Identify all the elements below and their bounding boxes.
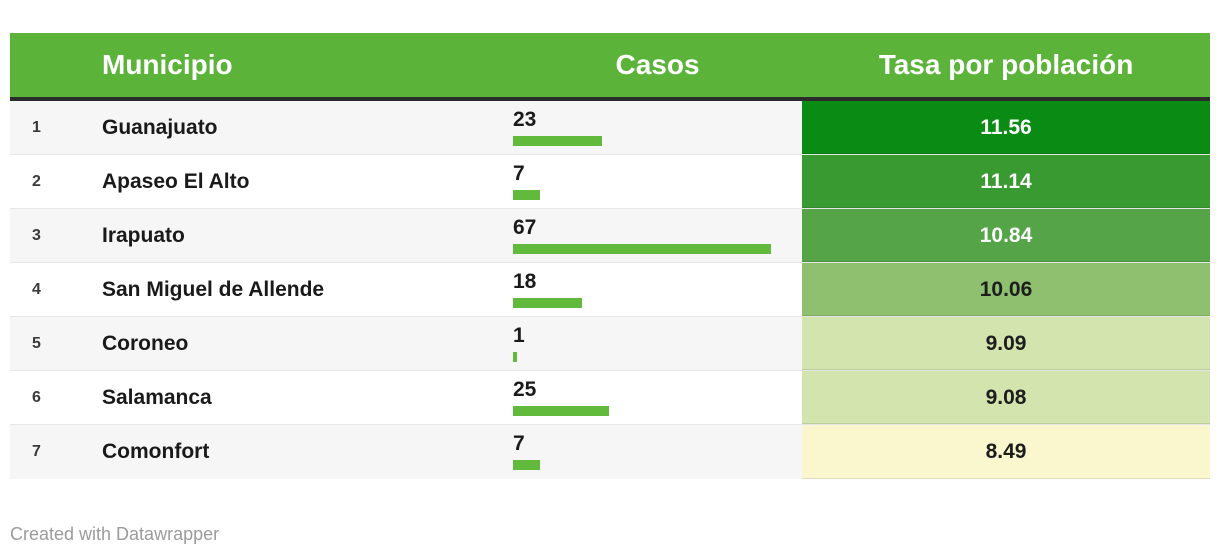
casos-value: 67 bbox=[513, 216, 537, 239]
table-row: 6 Salamanca 25 9.08 bbox=[10, 371, 1210, 425]
casos-value: 18 bbox=[513, 270, 537, 293]
rank-cell: 2 bbox=[32, 172, 41, 190]
casos-bar bbox=[513, 352, 517, 363]
casos-cell: 1 bbox=[513, 317, 802, 370]
municipio-cell: Apaseo El Alto bbox=[102, 169, 250, 193]
tasa-cell: 11.14 bbox=[802, 155, 1210, 208]
table-row: 4 San Miguel de Allende 18 10.06 bbox=[10, 263, 1210, 317]
table-row: 1 Guanajuato 23 11.56 bbox=[10, 101, 1210, 155]
casos-value: 25 bbox=[513, 378, 537, 401]
casos-cell: 18 bbox=[513, 263, 802, 316]
casos-bar bbox=[513, 190, 540, 201]
column-header-casos: Casos bbox=[615, 49, 700, 80]
casos-bar bbox=[513, 244, 771, 255]
casos-value: 7 bbox=[513, 162, 525, 185]
column-header-tasa: Tasa por población bbox=[878, 49, 1134, 80]
column-header-municipio: Municipio bbox=[102, 49, 233, 80]
casos-cell: 23 bbox=[513, 101, 802, 154]
table-row: 3 Irapuato 67 10.84 bbox=[10, 209, 1210, 263]
casos-cell: 7 bbox=[513, 425, 802, 479]
casos-bar bbox=[513, 460, 540, 471]
tasa-cell: 8.49 bbox=[802, 425, 1210, 479]
data-table: Municipio Casos Tasa por población 1 Gua… bbox=[10, 33, 1210, 479]
table-row: 2 Apaseo El Alto 7 11.14 bbox=[10, 155, 1210, 209]
casos-bar bbox=[513, 406, 610, 417]
tasa-cell: 10.84 bbox=[802, 209, 1210, 262]
casos-cell: 67 bbox=[513, 209, 802, 262]
tasa-cell: 11.56 bbox=[802, 101, 1210, 154]
casos-value: 23 bbox=[513, 108, 537, 131]
municipio-cell: Irapuato bbox=[102, 223, 185, 247]
casos-bar bbox=[513, 298, 583, 309]
rank-cell: 6 bbox=[32, 388, 41, 406]
casos-value: 7 bbox=[513, 432, 525, 455]
rank-cell: 1 bbox=[32, 118, 41, 136]
municipio-cell: Guanajuato bbox=[102, 115, 218, 139]
casos-cell: 7 bbox=[513, 155, 802, 208]
tasa-cell: 9.08 bbox=[802, 371, 1210, 424]
table-row: 7 Comonfort 7 8.49 bbox=[10, 425, 1210, 479]
rank-cell: 5 bbox=[32, 334, 41, 352]
municipio-cell: San Miguel de Allende bbox=[102, 277, 325, 301]
rank-cell: 3 bbox=[32, 226, 41, 244]
municipio-cell: Comonfort bbox=[102, 440, 210, 463]
rank-cell: 4 bbox=[32, 280, 41, 298]
municipio-cell: Coroneo bbox=[102, 331, 189, 355]
table-row: 5 Coroneo 1 9.09 bbox=[10, 317, 1210, 371]
rank-cell: 7 bbox=[32, 443, 41, 460]
municipio-cell: Salamanca bbox=[102, 385, 212, 409]
casos-bar bbox=[513, 136, 602, 147]
tasa-cell: 10.06 bbox=[802, 263, 1210, 316]
casos-cell: 25 bbox=[513, 371, 802, 424]
casos-value: 1 bbox=[513, 324, 525, 347]
tasa-cell: 9.09 bbox=[802, 317, 1210, 370]
datawrapper-credit-link[interactable]: Created with Datawrapper bbox=[10, 524, 220, 544]
table-header-row: Municipio Casos Tasa por población bbox=[10, 33, 1210, 101]
